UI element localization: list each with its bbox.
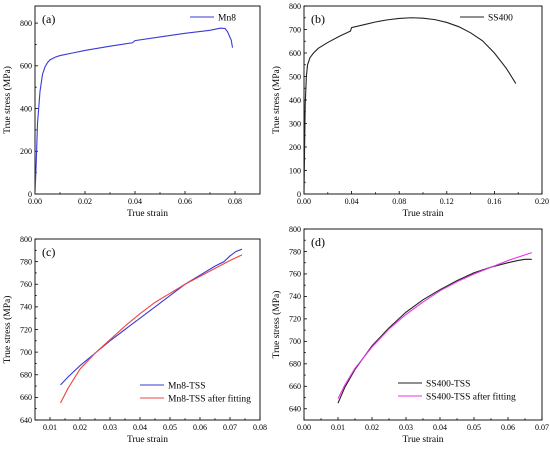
y-tick-label: 640 (289, 405, 301, 414)
x-tick-label: 0.02 (78, 197, 92, 206)
x-tick-label: 0.07 (535, 423, 549, 432)
x-tick-label: 0.04 (128, 197, 142, 206)
y-tick-label: 740 (289, 292, 301, 301)
legend-label: Mn8-TSS after fitting (168, 393, 251, 404)
x-tick-label: 0.04 (433, 423, 447, 432)
x-tick-label: 0.02 (73, 423, 87, 432)
x-tick-label: 0.00 (297, 423, 311, 432)
y-tick-label: 760 (20, 280, 32, 289)
x-tick-label: 0.01 (43, 423, 57, 432)
x-tick-label: 0.08 (253, 423, 267, 432)
x-tick-label: 0.04 (345, 197, 359, 206)
y-tick-label: 100 (289, 166, 301, 175)
y-tick-label: 0 (28, 190, 32, 199)
y-tick-label: 600 (20, 62, 32, 71)
x-tick-label: 0.05 (163, 423, 177, 432)
y-tick-label: 660 (20, 393, 32, 402)
y-tick-label: 200 (20, 147, 32, 156)
x-tick-label: 0.08 (228, 197, 242, 206)
y-tick-label: 640 (20, 416, 32, 425)
x-tick-label: 0.05 (467, 423, 481, 432)
x-axis-label: True strain (402, 435, 443, 445)
y-tick-label: 800 (289, 2, 301, 11)
series-line-1 (304, 17, 517, 194)
y-tick-label: 680 (289, 360, 301, 369)
y-tick-label: 780 (289, 247, 301, 256)
x-tick-label: 0.12 (440, 197, 454, 206)
x-tick-label: 0.00 (297, 197, 311, 206)
series-line-1 (60, 248, 243, 386)
x-tick-label: 0.03 (103, 423, 117, 432)
y-tick-label: 720 (289, 315, 301, 324)
x-tick-label: 0.02 (365, 423, 379, 432)
panel-label: (d) (311, 235, 325, 249)
plot-frame (34, 238, 261, 421)
series-line-2 (60, 254, 243, 404)
plot-frame (34, 5, 261, 195)
panel-label: (b) (311, 12, 325, 26)
y-axis-label: True stress (MPa) (2, 66, 13, 134)
y-tick-label: 800 (20, 235, 32, 244)
y-tick-label: 600 (289, 49, 301, 58)
y-tick-label: 800 (289, 225, 301, 234)
plot-frame (303, 5, 543, 195)
x-tick-label: 0.06 (501, 423, 515, 432)
x-tick-label: 0.20 (535, 197, 549, 206)
x-tick-label: 0.06 (178, 197, 192, 206)
y-tick-label: 0 (297, 190, 301, 199)
chart-panel-1: 0.00 0.02 0.04 0.06 0.08 0 200 400 600 800 True st… (2, 5, 261, 219)
legend-label: SS400-TSS (426, 379, 470, 389)
x-tick-label: 0.08 (392, 197, 406, 206)
y-tick-label: 400 (20, 104, 32, 113)
y-tick-label: 500 (289, 72, 301, 81)
y-tick-label: 700 (20, 348, 32, 357)
y-tick-label: 780 (20, 257, 32, 266)
chart-panel-3: 0.01 0.02 0.03 0.04 0.05 0.06 0.07 0.08 640 660 68… (2, 235, 267, 445)
y-tick-label: 680 (20, 371, 32, 380)
y-axis-label: True stress (MPa) (271, 291, 282, 359)
y-tick-label: 720 (20, 325, 32, 334)
x-tick-label: 0.16 (487, 197, 501, 206)
x-axis-label: True strain (402, 209, 443, 219)
y-axis-label: True stress (MPa) (271, 66, 282, 134)
chart-panel-2: 0.00 0.04 0.08 0.12 0.16 0.20 0 100 200 300 400 500… (271, 2, 549, 219)
y-tick-label: 200 (289, 143, 301, 152)
x-axis-label: True strain (127, 435, 168, 445)
series-line-2 (337, 252, 532, 399)
y-tick-label: 700 (289, 25, 301, 34)
x-tick-label: 0.04 (133, 423, 147, 432)
x-tick-label: 0.06 (193, 423, 207, 432)
x-tick-label: 0.03 (399, 423, 413, 432)
y-tick-label: 300 (289, 119, 301, 128)
legend-label: Mn8-TSS (168, 381, 205, 391)
panel-label: (c) (42, 245, 55, 259)
y-tick-label: 660 (289, 382, 301, 391)
panel-label: (a) (42, 12, 55, 26)
legend-label: Mn8 (218, 13, 236, 23)
y-tick-label: 740 (20, 303, 32, 312)
legend-label: SS400-TSS after fitting (426, 391, 516, 402)
y-tick-label: 800 (20, 19, 32, 28)
x-axis-label: True strain (127, 209, 168, 219)
y-tick-label: 700 (289, 337, 301, 346)
legend-label: SS400 (488, 13, 513, 23)
y-axis-label: True stress (MPa) (2, 296, 13, 364)
x-tick-label: 0.00 (28, 197, 42, 206)
chart-panel-4: 0.00 0.01 0.02 0.03 0.04 0.05 0.06 0.07 640 660 68… (271, 225, 549, 445)
x-tick-label: 0.07 (223, 423, 237, 432)
series-line-1 (35, 27, 234, 194)
y-tick-label: 760 (289, 270, 301, 279)
y-tick-label: 400 (289, 96, 301, 105)
x-tick-label: 0.01 (331, 423, 345, 432)
